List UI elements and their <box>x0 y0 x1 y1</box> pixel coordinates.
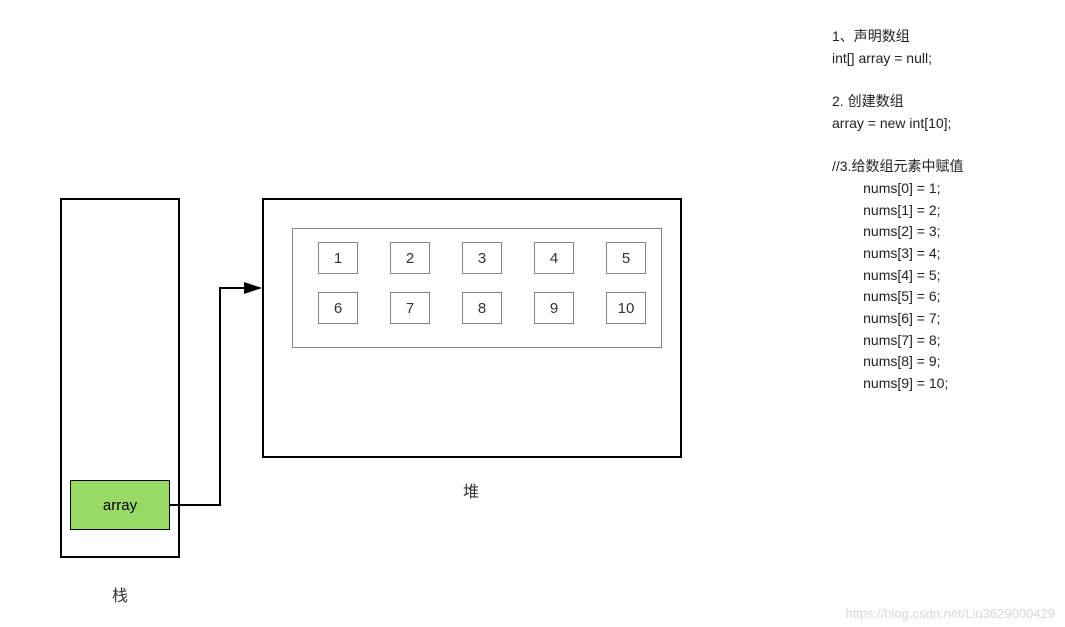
watermark-text: https://blog.csdn.net/Liu3629000429 <box>845 606 1055 621</box>
code-annotation: 1、声明数组 int[] array = null; 2. 创建数组 array… <box>832 26 963 395</box>
